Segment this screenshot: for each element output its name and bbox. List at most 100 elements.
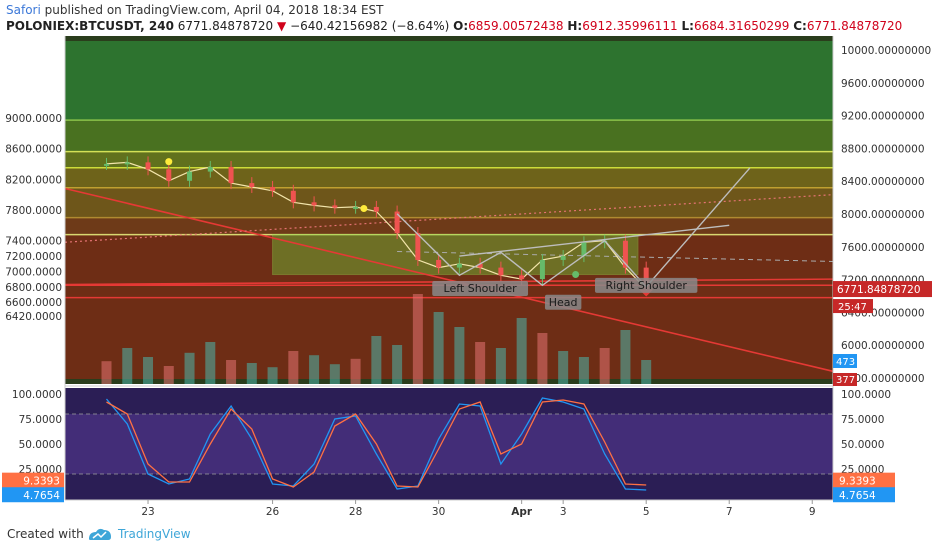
candle-body <box>519 275 525 280</box>
oscillator-value-tag-label: 4.7654 <box>23 490 60 502</box>
volume-tag-label: 473 <box>836 357 855 368</box>
volume-bar <box>578 357 589 384</box>
tradingview-logo-icon <box>89 528 111 540</box>
candle-body <box>207 166 213 172</box>
low-value: 6684.31650299 <box>693 19 790 33</box>
x-tick-label: 5 <box>643 506 650 518</box>
x-tick-label: 26 <box>266 506 280 518</box>
candle-body <box>581 242 587 257</box>
candle-body <box>456 263 462 268</box>
volume-bar <box>371 336 382 384</box>
right-tick-label: 7600.00000000 <box>841 242 925 254</box>
oscillator-value-tag-label: 4.7654 <box>839 490 876 502</box>
oscillator-left-tick: 50.0000 <box>19 439 62 451</box>
volume-bar <box>101 361 112 384</box>
author-name[interactable]: Safori <box>6 3 41 17</box>
publish-info: Safori published on TradingView.com, Apr… <box>6 3 383 17</box>
zone-band <box>65 120 833 152</box>
left-tick-label: 7200.0000 <box>5 251 62 263</box>
candle-body <box>415 233 421 260</box>
volume-tag <box>833 373 857 386</box>
annotation-label: Right Shoulder <box>605 279 687 292</box>
footer: Created with TradingView <box>0 520 932 550</box>
right-tick-label: 9200.00000000 <box>841 111 925 123</box>
candle-body <box>602 240 608 243</box>
last-price-tag <box>833 281 932 298</box>
x-tick-label: 3 <box>560 506 567 518</box>
zone-band <box>65 151 833 168</box>
candle-body <box>270 186 276 191</box>
candle-body <box>104 163 110 166</box>
candle-body <box>539 259 545 280</box>
right-tick-label: 9600.00000000 <box>841 78 925 90</box>
oscillator-value-tag-label: 9.3393 <box>839 476 876 488</box>
volume-bar <box>226 360 237 384</box>
marker-dot <box>360 204 368 212</box>
oscillator-right-tick: 100.0000 <box>841 389 891 401</box>
right-tick-label: 8000.00000000 <box>841 209 925 221</box>
volume-bar <box>205 342 216 384</box>
left-tick-label: 8600.0000 <box>5 144 62 156</box>
volume-bar <box>329 364 340 384</box>
zone-band <box>65 217 833 235</box>
volume-bar <box>392 345 403 384</box>
countdown-tag-label: 25:47 <box>838 302 867 313</box>
dotted-trendline <box>64 194 834 243</box>
candle-body <box>311 202 317 206</box>
x-tick-label: 9 <box>809 506 816 518</box>
volume-bar <box>122 348 133 384</box>
left-tick-label: 7000.0000 <box>5 266 62 278</box>
candle-body <box>622 240 628 268</box>
open-label: O: <box>453 19 469 33</box>
x-tick-label: 23 <box>141 506 154 518</box>
volume-tag <box>833 354 857 368</box>
candle-body <box>124 162 130 165</box>
chart-area[interactable]: Left Shoulder Head Right Shoulder 9000.0000… <box>0 36 932 520</box>
price-change: −640.42156982 (−8.64%) <box>290 19 450 33</box>
oscillator-value-tag <box>833 487 895 503</box>
oscillator-band <box>65 414 833 474</box>
volume-bar <box>599 348 610 384</box>
candle-body <box>332 205 338 208</box>
volume-bar <box>163 366 174 384</box>
right-tick-label: 10000.00000000 <box>841 45 931 57</box>
oscillator-left-tick: 75.0000 <box>19 414 62 426</box>
high-value: 6912.35996111 <box>582 19 678 33</box>
oscillator-right-tick: 50.0000 <box>841 439 884 451</box>
left-tick-label: 7400.0000 <box>5 236 62 248</box>
x-tick-label: 30 <box>432 506 445 518</box>
volume-bar <box>288 351 299 384</box>
volume-bar <box>516 318 527 384</box>
candle-body <box>166 169 172 181</box>
symbol-legend: POLONIEX:BTCUSDT, 240 6771.84878720 ▼ −6… <box>6 19 902 33</box>
oscillator-line <box>106 399 647 488</box>
volume-bar <box>475 342 486 384</box>
dashed-level <box>397 250 834 262</box>
publish-text: published on TradingView.com, April 04, … <box>44 3 384 17</box>
zone-band <box>65 41 833 121</box>
annotation-bg <box>432 280 529 296</box>
right-tick-label: 6000.00000000 <box>841 340 925 352</box>
last-price-tag-label: 6771.84878720 <box>837 284 921 296</box>
candle-body <box>436 259 442 268</box>
volume-bar <box>537 333 548 384</box>
zone-band <box>65 167 833 188</box>
left-tick-label: 9000.0000 <box>5 113 62 125</box>
oscillator-value-tag <box>2 472 64 488</box>
oscillator-value-tag <box>2 487 64 503</box>
volume-bar <box>495 348 506 384</box>
volume-bar <box>558 351 569 384</box>
oscillator-right-tick: 75.0000 <box>841 414 884 426</box>
zone-band <box>65 187 833 218</box>
neckline-zone <box>272 234 639 276</box>
low-label: L: <box>681 19 694 33</box>
pattern-neckline <box>459 224 730 257</box>
left-tick-label: 8200.0000 <box>5 174 62 186</box>
candle-body <box>290 190 296 203</box>
marker-dot <box>165 158 173 166</box>
volume-bar <box>350 358 361 384</box>
candle-body <box>228 166 234 184</box>
tradingview-brand[interactable]: TradingView <box>118 527 191 541</box>
last-price: 6771.84878720 <box>177 19 274 33</box>
x-tick-label: 28 <box>349 506 362 518</box>
